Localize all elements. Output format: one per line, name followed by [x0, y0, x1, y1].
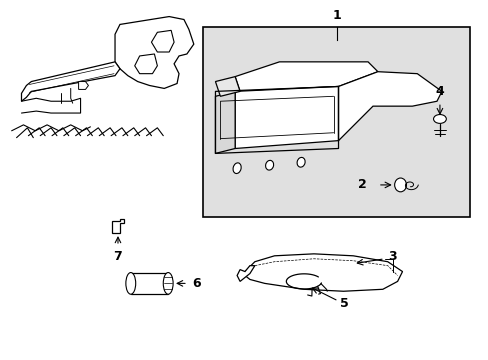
- Text: 2: 2: [358, 179, 366, 192]
- Text: 6: 6: [191, 277, 200, 290]
- Text: 5: 5: [340, 297, 348, 310]
- Polygon shape: [112, 219, 123, 233]
- Polygon shape: [244, 254, 402, 291]
- Polygon shape: [21, 62, 120, 101]
- Polygon shape: [115, 17, 193, 89]
- Polygon shape: [215, 77, 240, 96]
- Polygon shape: [338, 72, 441, 141]
- Polygon shape: [237, 266, 254, 282]
- Ellipse shape: [394, 178, 406, 192]
- Polygon shape: [235, 62, 377, 91]
- Ellipse shape: [163, 273, 173, 294]
- Text: 7: 7: [113, 250, 122, 263]
- Text: 4: 4: [435, 85, 444, 98]
- Polygon shape: [135, 54, 157, 74]
- Ellipse shape: [433, 114, 446, 123]
- Bar: [202, 27, 469, 217]
- Ellipse shape: [125, 273, 136, 294]
- Text: 1: 1: [331, 9, 340, 22]
- Polygon shape: [215, 91, 235, 153]
- Text: 3: 3: [387, 250, 396, 263]
- Polygon shape: [151, 30, 174, 52]
- Polygon shape: [79, 82, 88, 89]
- Ellipse shape: [265, 160, 273, 170]
- Polygon shape: [235, 86, 338, 148]
- Bar: [130, 273, 168, 294]
- Ellipse shape: [233, 163, 241, 174]
- Ellipse shape: [297, 157, 305, 167]
